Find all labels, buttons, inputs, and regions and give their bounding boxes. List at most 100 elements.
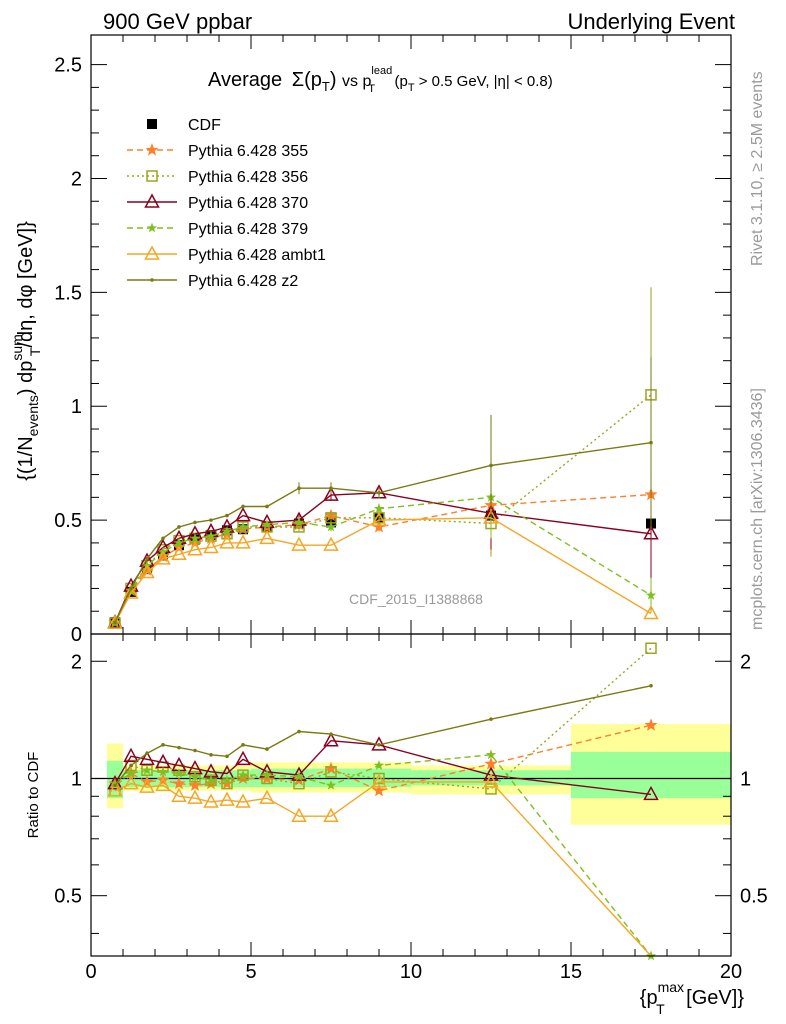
ratio-point-z2 [297, 729, 301, 734]
ratio-line-p355 [114, 724, 652, 792]
ratio-axis-label: Ratio to CDF [25, 752, 42, 839]
ratio-point-p370 [139, 750, 155, 766]
point-z2 [161, 536, 165, 541]
series-p356 [109, 287, 657, 629]
ratio-point-p370 [291, 766, 307, 781]
ratio-point-z2 [209, 753, 213, 757]
ratio-point-z2 [377, 743, 381, 747]
point-ambt1 [291, 536, 307, 551]
x-tick-label: 5 [245, 961, 256, 983]
ratio-point-p370 [483, 766, 499, 781]
legend-marker [146, 222, 158, 233]
ratio-point-ambt1 [323, 807, 339, 822]
point-ambt1 [139, 563, 155, 579]
y-tick-label: 2 [71, 168, 82, 190]
ratio-point-p379 [189, 771, 201, 782]
series-z2 [113, 356, 653, 625]
series-ambt1 [107, 509, 659, 629]
ratio-point-z2 [177, 745, 181, 750]
x-tick-label: 10 [400, 961, 422, 983]
ratio-point-p355 [372, 783, 386, 797]
plot-title: Average Σ(pT) vs plead T (pT > 0.5 GeV, |… [208, 65, 553, 97]
ratio-point-p356 [645, 642, 657, 655]
ratio-point-ambt1 [203, 793, 219, 808]
point-z2 [225, 513, 229, 518]
ratio-point-ambt1 [259, 789, 275, 804]
point-p379 [205, 530, 217, 541]
point-p379 [189, 532, 201, 543]
ratio-point-p370 [235, 750, 251, 766]
header-right: Underlying Event [567, 9, 735, 34]
ratio-line-p356 [114, 647, 652, 792]
ratio-series-p379 [109, 749, 657, 961]
ratio-point-z2 [129, 763, 133, 768]
point-z2 [193, 520, 197, 525]
ratio-point-p355 [172, 776, 186, 790]
ratio-point-z2 [145, 751, 149, 756]
legend-item-cdf: CDF [147, 117, 221, 134]
point-p379 [645, 589, 657, 600]
ratio-point-ambt1 [139, 778, 155, 793]
point-ambt1 [107, 614, 123, 629]
watermark: CDF_2015_I1388868 [349, 591, 483, 607]
ratio-point-p356 [325, 766, 337, 778]
legend-label: Pythia 6.428 379 [188, 221, 308, 238]
point-ambt1 [171, 545, 187, 561]
y-tick-label: 0 [71, 624, 82, 646]
point-p379 [173, 537, 185, 548]
ratio-point-z2 [225, 754, 229, 759]
ratio-line-ambt1 [114, 781, 652, 957]
ratio-series [107, 642, 659, 961]
ratio-tick-label-right: 0.5 [740, 886, 768, 908]
ratio-point-ambt1 [235, 793, 251, 808]
point-ambt1 [235, 534, 251, 549]
point-p379 [221, 526, 233, 536]
point-z2 [489, 463, 493, 468]
rivet-label: Rivet 3.1.10, ≥ 2.5M events [749, 71, 766, 266]
ratio-point-p379 [373, 760, 385, 770]
ratio-tick-label-right: 1 [740, 768, 751, 790]
y-axis-label: {(1/Nevents) dpsum T/dη, dφ [GeV]} [9, 221, 43, 481]
ratio-point-p379 [325, 780, 337, 790]
point-z2 [129, 586, 133, 591]
ratio-point-p379 [237, 769, 249, 780]
ratio-point-ambt1 [483, 773, 499, 788]
ratio-point-p379 [221, 774, 233, 785]
point-ambt1 [155, 550, 171, 565]
legend-label: CDF [188, 117, 221, 134]
legend-label: Pythia 6.428 370 [188, 195, 308, 212]
series-cdf [110, 510, 656, 628]
ratio-point-ambt1 [187, 789, 203, 804]
point-p379 [261, 519, 273, 529]
y-tick-label: 2.5 [54, 55, 82, 77]
y-tick-label: 1.5 [54, 282, 82, 304]
x-axis-label: {pmax T [GeV]} [640, 979, 745, 1017]
ratio-point-p356 [485, 783, 497, 795]
point-p379 [325, 521, 337, 532]
ratio-line-p379 [114, 754, 652, 957]
point-z2 [265, 504, 269, 509]
x-tick-label: 20 [720, 961, 742, 983]
point-p370 [259, 513, 275, 529]
ratio-line-p370 [114, 739, 652, 796]
legend-label: Pythia 6.428 356 [188, 169, 308, 186]
ratio-point-p355 [644, 718, 658, 731]
legend-marker [150, 278, 154, 282]
point-ambt1 [203, 538, 219, 554]
ratio-point-p379 [205, 774, 217, 785]
ratio-point-p370 [123, 747, 139, 763]
ratio-point-z2 [161, 743, 165, 747]
ratio-point-p379 [485, 749, 497, 760]
point-z2 [297, 486, 301, 491]
point-z2 [145, 557, 149, 561]
ratio-tick-label-right: 2 [740, 651, 751, 673]
legend-item-ambt1: Pythia 6.428 ambt1 [127, 245, 326, 264]
ratio-point-ambt1 [291, 807, 307, 822]
legend-label: Pythia 6.428 z2 [188, 273, 298, 290]
point-z2 [177, 525, 181, 529]
axes: 0 5 10 15 20 0.5 1 1.5 2 2.5 0 0.5 0.5 1 1 2 2 [54, 34, 768, 983]
point-p370 [643, 525, 659, 540]
point-ambt1 [371, 511, 387, 526]
ratio-point-z2 [241, 743, 245, 747]
